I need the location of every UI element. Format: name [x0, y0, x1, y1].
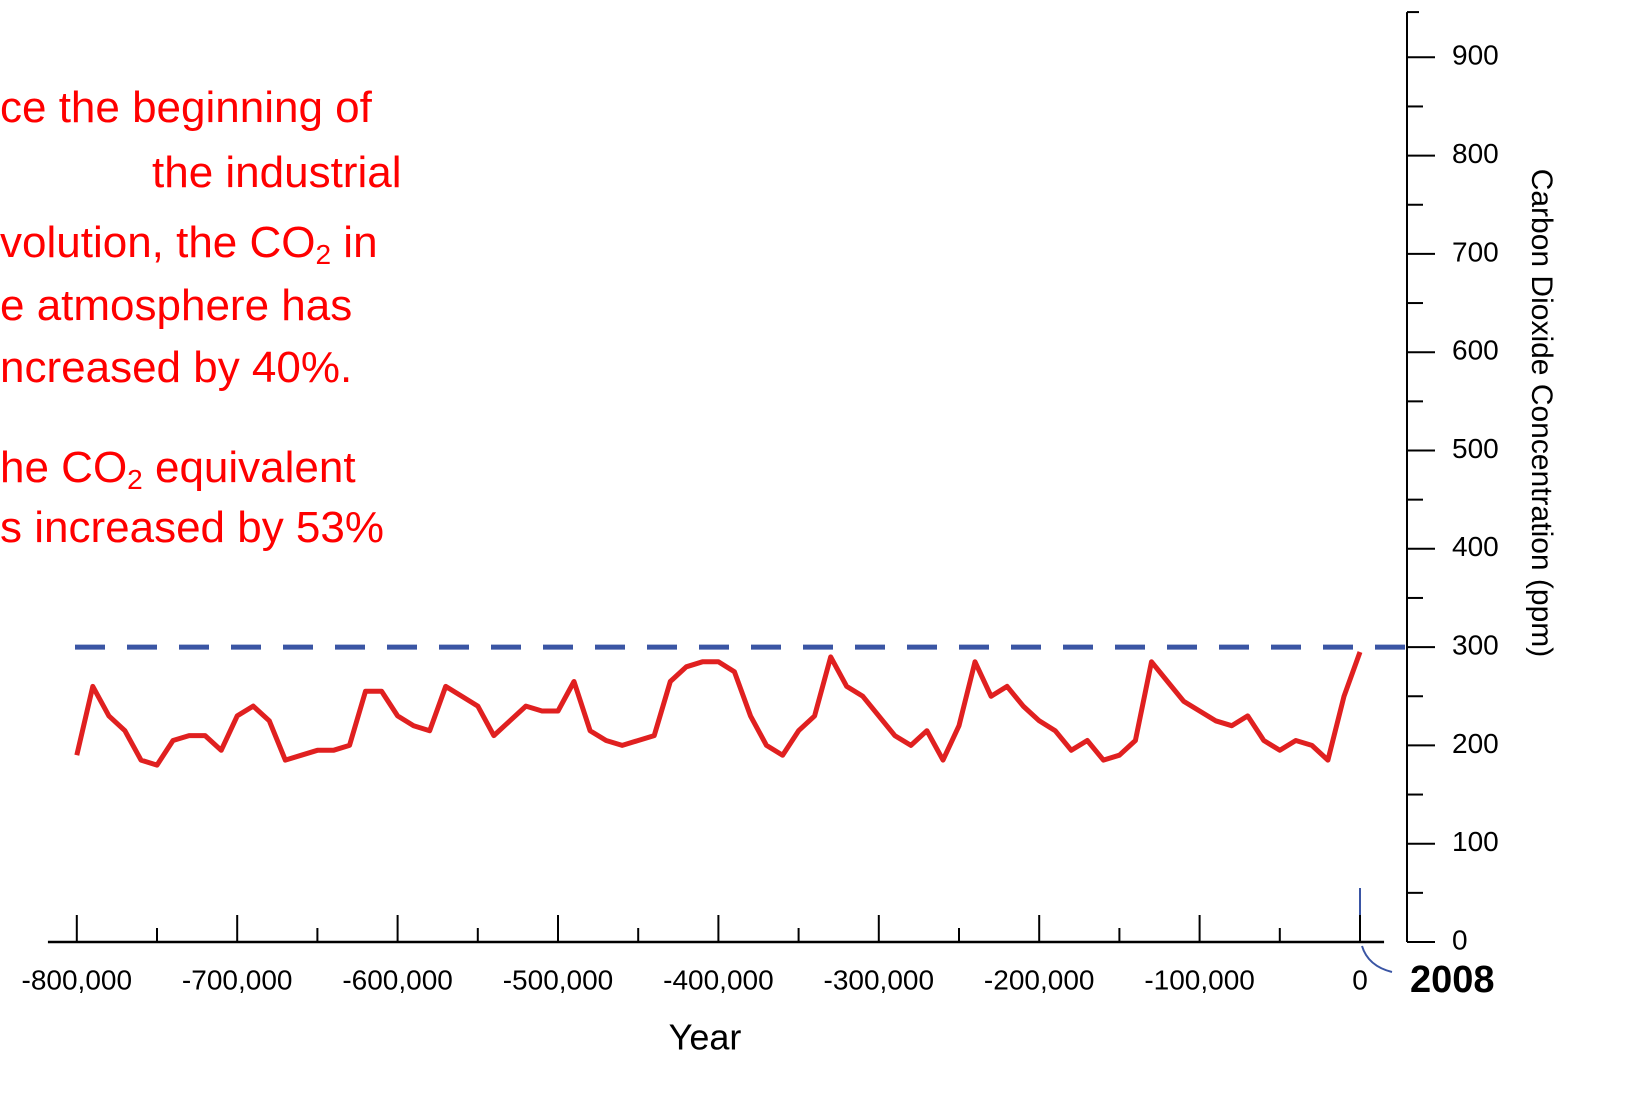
annotation: he CO2 equivalent [0, 443, 356, 496]
y-tick-label: 500 [1452, 433, 1499, 464]
annotation-part: ncreased by 40%. [0, 343, 352, 392]
subscript: 2 [316, 239, 332, 270]
y-tick-label: 900 [1452, 40, 1499, 71]
y-tick-label: 200 [1452, 728, 1499, 759]
annotation-part: equivalent [143, 443, 356, 492]
y-tick-label: 700 [1452, 236, 1499, 267]
y-tick-label: 800 [1452, 138, 1499, 169]
annotation: the industrial [152, 148, 401, 197]
x-tick-label: -600,000 [342, 964, 453, 995]
annotation-part: he CO [0, 443, 127, 492]
y-tick-label: 0 [1452, 924, 1468, 955]
annotation: volution, the CO2 in [0, 218, 378, 271]
y-tick-label: 100 [1452, 826, 1499, 857]
annotation: s increased by 53% [0, 503, 384, 552]
annotation: ncreased by 40%. [0, 343, 352, 392]
annotation: ce the beginning of [0, 83, 373, 132]
x-tick-label: -300,000 [824, 964, 935, 995]
end-label: 2008 [1410, 959, 1495, 1001]
x-tick-label: -200,000 [984, 964, 1095, 995]
x-tick-label: 0 [1352, 964, 1368, 995]
annotation-part: the industrial [152, 148, 401, 197]
annotation-part: volution, the CO [0, 218, 316, 267]
annotation: e atmosphere has [0, 281, 352, 330]
x-tick-label: -400,000 [663, 964, 774, 995]
marker-arrow [1361, 945, 1393, 973]
x-tick-label: -100,000 [1144, 964, 1255, 995]
annotation-part: s increased by 53% [0, 503, 384, 552]
x-axis-label: Year [669, 1017, 742, 1058]
annotation-part: e atmosphere has [0, 281, 352, 330]
y-tick-label: 300 [1452, 629, 1499, 660]
annotation-part: ce the beginning of [0, 83, 373, 132]
subscript: 2 [127, 464, 143, 495]
x-tick-label: -500,000 [503, 964, 614, 995]
annotation-part: in [331, 218, 377, 267]
y-axis-label: Carbon Dioxide Concentration (ppm) [1525, 169, 1558, 658]
y-tick-label: 400 [1452, 531, 1499, 562]
x-tick-label: -700,000 [182, 964, 293, 995]
co2-line [74, 651, 1363, 768]
x-tick-label: -800,000 [22, 964, 133, 995]
y-tick-label: 600 [1452, 335, 1499, 366]
